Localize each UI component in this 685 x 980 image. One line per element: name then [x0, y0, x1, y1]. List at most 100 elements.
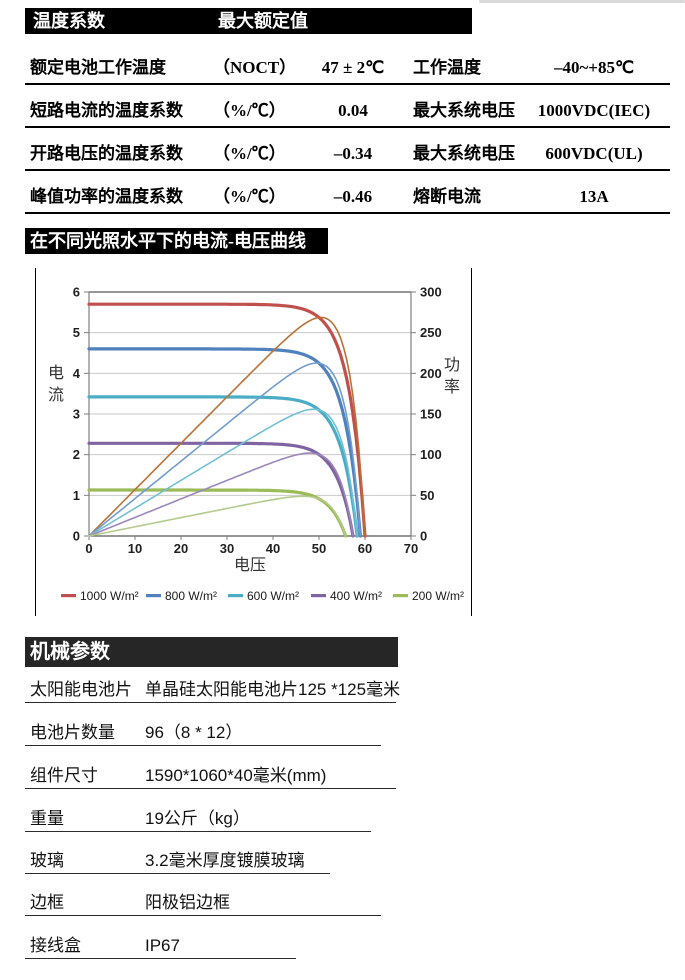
- axis-tick-label: 电: [48, 364, 64, 382]
- header-temp-coefficients: 温度系数: [33, 11, 105, 31]
- mech-value: IP67: [145, 936, 180, 955]
- mech-row-frame: 边框 阳极铝边框: [25, 893, 381, 916]
- mech-value: 1590*1060*40毫米(mm): [145, 766, 327, 785]
- axis-tick-label: 300: [420, 285, 442, 300]
- axis-tick-label: 2: [73, 447, 80, 462]
- row-label: 短路电流的温度系数: [30, 101, 183, 120]
- mech-row-glass: 玻璃 3.2毫米厚度镀膜玻璃: [25, 851, 330, 874]
- iv-curve-200Wm: [87, 488, 348, 538]
- header-max-ratings: 最大额定值: [218, 11, 308, 31]
- axis-tick-label: 4: [73, 366, 81, 381]
- table-row-pmax-coefficient: 峰值功率的温度系数 （%/℃） –0.46 熔断电流 13A: [25, 185, 670, 214]
- legend-swatch: [311, 594, 326, 598]
- row-value-2: –40~+85℃: [553, 58, 635, 77]
- axis-tick-label: 600 W/m²: [247, 589, 299, 603]
- axis-tick-label: 60: [358, 541, 372, 556]
- mech-value: 阳极铝边框: [145, 893, 230, 912]
- mech-row-cell-count: 电池片数量 96（8 * 12）: [25, 723, 381, 746]
- mech-row-module-size: 组件尺寸 1590*1060*40毫米(mm): [25, 766, 396, 789]
- row-value: 0.04: [338, 101, 368, 120]
- axis-tick-label: 10: [128, 541, 142, 556]
- row-value: –0.46: [333, 187, 373, 206]
- row-label: 额定电池工作温度: [30, 58, 166, 77]
- axis-tick-label: 5: [73, 325, 80, 340]
- mech-label: 太阳能电池片: [30, 680, 132, 699]
- mech-value: 单晶硅太阳能电池片125 *125毫米: [145, 680, 401, 699]
- table-row-isc-coefficient: 短路电流的温度系数 （%/℃） 0.04 最大系统电压 1000VDC(IEC): [25, 99, 670, 128]
- row-unit: （NOCT）: [213, 58, 297, 77]
- mech-label: 组件尺寸: [30, 766, 98, 785]
- legend-swatch: [228, 594, 243, 598]
- iv-curve-chart: 0 1 2 3 4 5 6 0 50 100 150 200 250 300 0 10 20 30 40 50 60 70…: [35, 268, 472, 616]
- iv-curve-600Wm: [87, 395, 359, 538]
- axis-tick-label: 200 W/m²: [412, 589, 464, 603]
- row-label: 开路电压的温度系数: [30, 144, 183, 163]
- power-curve-1000Wm: [88, 316, 366, 537]
- mech-row-solar-cell: 太阳能电池片 单晶硅太阳能电池片125 *125毫米: [25, 680, 400, 703]
- row-label-2: 工作温度: [413, 58, 481, 77]
- power-curve-200Wm: [88, 495, 347, 537]
- table-row-noct: 额定电池工作温度 （NOCT） 47 ± 2℃ 工作温度 –40~+85℃: [25, 56, 670, 85]
- axis-tick-label: 100: [420, 447, 442, 462]
- axis-tick-label: 50: [420, 488, 434, 503]
- axis-tick-label: 20: [174, 541, 188, 556]
- axis-tick-label: 150: [420, 407, 442, 422]
- axis-tick-label: 800 W/m²: [165, 589, 217, 603]
- mech-label: 电池片数量: [30, 723, 115, 742]
- row-value: –0.34: [333, 144, 373, 163]
- axis-tick-label: 40: [266, 541, 280, 556]
- axis-tick-label: 0: [85, 541, 92, 556]
- mech-label: 接线盒: [30, 936, 81, 955]
- axis-tick-label: 功: [444, 356, 460, 374]
- axis-tick-label: 1000 W/m²: [80, 589, 139, 603]
- row-unit: （%/℃）: [213, 187, 286, 206]
- axis-tick-label: 30: [220, 541, 234, 556]
- axis-tick-label: 0: [73, 529, 80, 544]
- row-value: 47 ± 2℃: [321, 58, 385, 77]
- mech-value: 3.2毫米厚度镀膜玻璃: [145, 851, 305, 870]
- legend-swatch: [146, 594, 161, 598]
- mech-label: 边框: [30, 893, 64, 912]
- power-curve-400Wm: [88, 452, 354, 537]
- row-value-2: 13A: [579, 187, 609, 206]
- axis-tick-label: 400 W/m²: [330, 589, 382, 603]
- mech-value: 96（8 * 12）: [145, 723, 243, 742]
- axis-tick-label: 1: [73, 488, 80, 503]
- table-row-voc-coefficient: 开路电压的温度系数 （%/℃） –0.34 最大系统电压 600VDC(UL): [25, 142, 670, 171]
- power-curve-600Wm: [88, 408, 358, 537]
- iv-curve-section-header-bar: 在不同光照水平下的电流-电压曲线: [25, 228, 328, 254]
- row-label: 峰值功率的温度系数: [30, 187, 183, 206]
- axis-tick-label: 200: [420, 366, 442, 381]
- iv-curve-section-title: 在不同光照水平下的电流-电压曲线: [30, 231, 306, 251]
- row-value-2: 1000VDC(IEC): [537, 101, 651, 120]
- row-label-2: 最大系统电压: [413, 144, 515, 163]
- row-label-2: 熔断电流: [413, 187, 481, 206]
- iv-curve-800Wm: [87, 347, 362, 538]
- mech-label: 重量: [30, 809, 64, 828]
- axis-tick-label: 3: [73, 407, 80, 422]
- temp-coefficients-header-bar: 温度系数 最大额定值: [25, 8, 472, 34]
- axis-tick-label: 率: [444, 378, 460, 396]
- mech-row-junction-box: 接线盒 IP67: [25, 936, 296, 959]
- row-label-2: 最大系统电压: [413, 101, 515, 120]
- row-value-2: 600VDC(UL): [545, 144, 643, 163]
- row-unit: （%/℃）: [213, 101, 286, 120]
- legend-swatch: [393, 594, 408, 598]
- row-unit: （%/℃）: [213, 144, 286, 163]
- iv-curve-400Wm: [87, 441, 355, 538]
- mechanical-parameters-title: 机械参数: [30, 641, 110, 663]
- mech-row-weight: 重量 19公斤（kg）: [25, 809, 371, 832]
- axis-tick-label: 70: [404, 541, 418, 556]
- axis-tick-label: 6: [73, 285, 80, 300]
- page-top-edge-strip: [479, 0, 685, 3]
- power-curve-800Wm: [88, 362, 362, 537]
- axis-tick-label: 250: [420, 325, 442, 340]
- axis-tick-label: 50: [312, 541, 326, 556]
- axis-tick-label: 流: [48, 386, 64, 404]
- mechanical-parameters-header-bar: 机械参数: [25, 637, 398, 667]
- axis-tick-label: 0: [420, 529, 427, 544]
- mech-label: 玻璃: [30, 851, 64, 870]
- legend-swatch: [61, 594, 76, 598]
